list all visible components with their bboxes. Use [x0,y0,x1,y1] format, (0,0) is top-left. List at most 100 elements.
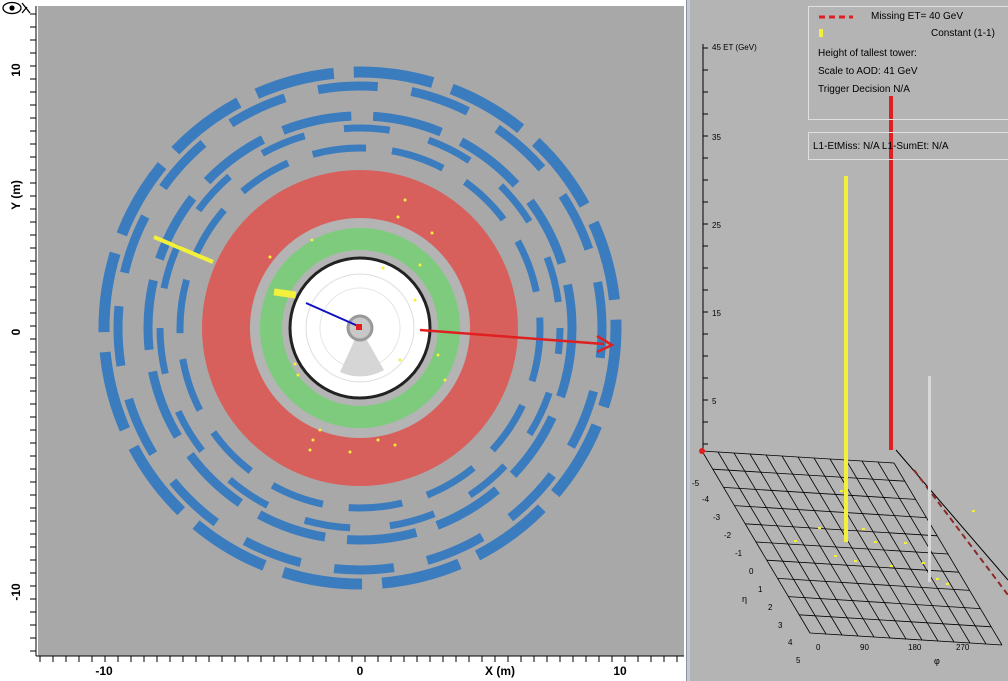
eta-tick-0: -5 [692,479,700,488]
muon-inner-layer [176,144,544,512]
muon-middle-layer [143,111,577,545]
grid-line-phi [765,454,875,638]
missing-et-arrowhead [596,334,615,354]
deposit-point [376,438,380,442]
track-line [305,302,359,327]
deposit-point [308,448,312,452]
trigger-decision-label: Trigger Decision N/A [818,84,910,95]
et-tick-35: 35 [712,133,721,142]
y-tick-label-0: 0 [9,328,23,335]
deposit-point [403,198,407,202]
eta-tick-6: 1 [758,585,763,594]
x-axis-title: X (m) [485,664,515,678]
grid-line-phi [861,460,971,644]
lego-plot-view[interactable]: 45 ET (GeV) 35 25 15 5 -5 -4 -3 -2 -1 0 … [690,0,1008,681]
eta-tick-4: -1 [735,549,743,558]
x-tick-label-0: 0 [357,664,364,678]
floor-deposit [818,527,821,529]
eta-phi-grid [701,450,1003,646]
eta-axis-title: η [742,594,747,604]
lego-canvas[interactable]: 45 ET (GeV) 35 25 15 5 -5 -4 -3 -2 -1 0 … [690,0,1008,681]
eta-tick-7: 2 [768,603,773,612]
floor-deposit [840,490,843,492]
eta-tick-8: 3 [778,621,783,630]
grid-line-phi [845,459,955,643]
missing-et-tower [889,96,893,450]
tallest-constant-tower [844,176,848,542]
grid-line-phi [701,450,811,634]
em-cluster [273,288,297,299]
lego-legend: Missing ET= 40 GeV Constant (1-1) Height… [808,6,1008,120]
grid-line-phi [813,457,923,641]
eta-tick-9: 4 [788,638,793,647]
tallest-tower-label: Height of tallest tower: [818,48,917,59]
x-tick-label-minus10: -10 [95,664,113,678]
energy-deposits [268,198,447,454]
phi-tick-270: 270 [956,643,970,652]
muon-middle-layer-2 [156,124,564,532]
floor-deposit [854,560,857,562]
deposit-point [296,373,300,377]
muon-outer-layer-2 [113,81,607,575]
eta-tick-10: 5 [796,656,801,665]
deposit-point [318,428,322,432]
xy-projection-view[interactable]: 10 0 -10 Y (m) -10 0 10 X (m) [0,0,688,681]
jet-line [153,235,214,264]
et-tick-5: 5 [712,397,717,406]
missing-et-legend-swatch [819,15,853,19]
muon-outer-layer [98,66,622,590]
floor-deposit [904,542,907,544]
missing-et-floor-line [913,469,1008,596]
floor-deposit [794,540,797,542]
deposit-point [293,362,297,366]
grid-line-phi [749,453,859,637]
phi-axis-title: φ [934,656,940,666]
phi-tick-0: 0 [816,643,821,652]
missing-et-legend-label: Missing ET= 40 GeV [871,11,963,22]
trt-layer [305,273,415,383]
l1-trigger-info: L1-EtMiss: N/A L1-SumEt: N/A [813,141,949,152]
floor-deposit [936,578,939,580]
eta-tick-3: -2 [724,531,732,540]
et-tick-25: 25 [712,221,721,230]
xy-canvas[interactable]: 10 0 -10 Y (m) -10 0 10 X (m) [0,0,688,681]
floor-deposits [794,490,975,585]
eta-tick-1: -4 [702,495,710,504]
grid-line-phi [877,461,987,645]
lego-origin-marker [699,448,705,454]
reference-tower [928,376,931,582]
y-axis-title: Y (m) [9,180,23,210]
grid-line-phi [781,455,891,639]
deposit-point [393,443,397,447]
floor-deposit [844,537,847,539]
constant-legend-label: Constant (1-1) [931,28,995,39]
view-splitter[interactable] [686,0,691,681]
deposit-point [268,255,272,259]
scale-label: Scale to AOD: 41 GeV [818,66,918,77]
floor-deposit [862,528,865,530]
deposit-point [443,378,447,382]
deposit-point [436,353,440,357]
missing-et-arrow [419,328,605,346]
primary-vertex [356,324,362,330]
constant-legend-swatch [819,29,823,37]
deposit-point [413,298,417,302]
grid-line-phi [717,451,827,635]
x-tick-label-10: 10 [613,664,627,678]
grid-line-phi [797,456,907,640]
floor-deposit [874,541,877,543]
eye-toggle-icon[interactable] [0,0,32,16]
floor-deposit [834,555,837,557]
muon-chambers [98,66,622,590]
floor-deposit [890,565,893,567]
x-axis-minor-ticks [39,656,678,662]
floor-deposit [922,562,925,564]
deposit-point [396,215,400,219]
phi-tick-90: 90 [860,643,869,652]
et-tick-15: 15 [712,309,721,318]
eta-tick-2: -3 [713,513,721,522]
et-axis-title: 45 ET (GeV) [712,43,757,52]
floor-deposit [972,510,975,512]
tracker-sector-shading [340,328,384,377]
